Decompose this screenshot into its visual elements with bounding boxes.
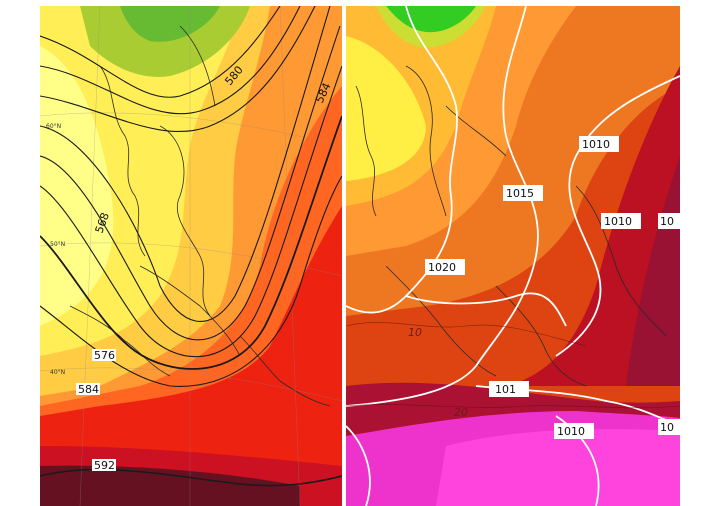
svg-text:10: 10 [660,421,674,434]
pressure-map-panel: 1010 1015 1010 1020 101 1010 10 10 [346,6,680,506]
svg-text:584: 584 [78,383,99,396]
svg-text:1010: 1010 [557,425,585,438]
field-darkred [506,66,680,386]
pressure-label-101: 101 [489,381,529,397]
field-maroon [40,465,300,506]
coastlines [69,25,331,407]
geopotential-label-592: 592 [92,459,116,472]
field-yellow [346,36,426,181]
svg-text:1015: 1015 [506,187,534,200]
pressure-label-1015: 1015 [503,185,543,201]
svg-text:10: 10 [660,215,674,228]
geopotential-map: 568 576 584 592 580 584 60°N 50°N 40°N [40,6,342,506]
latitude-label-50n: 50°N [50,241,65,248]
pressure-label-1010-ne: 1010 [579,136,619,152]
pressure-label-10-edge-bottom: 10 [658,419,680,435]
isotherms [346,322,680,409]
svg-text:576: 576 [94,349,115,362]
pressure-label-1020: 1020 [425,259,465,275]
svg-text:1020: 1020 [428,261,456,274]
svg-text:1010: 1010 [604,215,632,228]
field-green [120,6,220,42]
temperature-label-20: 20 [454,406,468,419]
pressure-label-10-edge-top: 10 [658,213,680,229]
temperature-label-10: 10 [408,326,422,339]
graticule [40,6,342,506]
svg-text:1010: 1010 [582,138,610,151]
pressure-map: 1010 1015 1010 1020 101 1010 10 10 [346,6,680,506]
latitude-label-40n: 40°N [50,369,65,376]
geopotential-contours [40,6,342,487]
pressure-label-1010-e: 1010 [601,213,641,229]
latitude-label-60n: 60°N [46,123,61,130]
pressure-label-1010-s: 1010 [554,423,594,439]
field-red [40,206,342,506]
svg-text:101: 101 [495,383,516,396]
svg-text:592: 592 [94,459,115,472]
field-bright-magenta [436,429,680,506]
geopotential-map-panel: 568 576 584 592 580 584 60°N 50°N 40°N [40,6,342,506]
geopotential-label-576: 576 [92,349,116,362]
geopotential-label-584: 584 [76,383,100,396]
